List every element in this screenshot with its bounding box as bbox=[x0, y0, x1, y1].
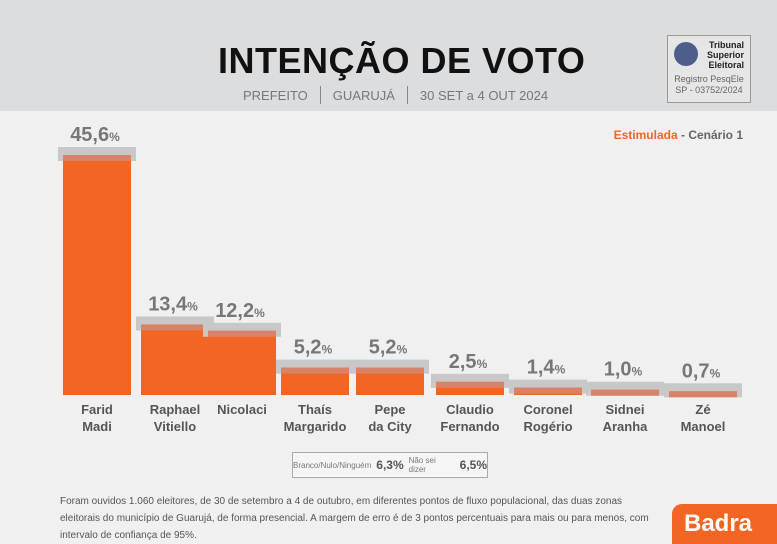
category-label: Nicolaci bbox=[217, 402, 267, 417]
data-label: 45,6% bbox=[70, 124, 120, 146]
data-label: 0,7% bbox=[682, 360, 721, 382]
divider bbox=[319, 86, 321, 104]
bar-cap bbox=[281, 367, 349, 374]
bar bbox=[141, 324, 209, 395]
category-label: Farid bbox=[81, 402, 113, 417]
city: GUARUJÁ bbox=[332, 88, 395, 103]
category-label: Fernando bbox=[440, 419, 499, 434]
scenario-type: Estimulada bbox=[613, 128, 678, 142]
category-label: Rogério bbox=[523, 419, 572, 434]
category-label: da City bbox=[368, 419, 412, 434]
category-label: Vitiello bbox=[154, 419, 196, 434]
data-label: 5,2% bbox=[294, 337, 333, 359]
category-label: Raphael bbox=[150, 402, 201, 417]
tse-name: Eleitoral bbox=[708, 60, 744, 70]
bar-cap bbox=[669, 391, 737, 398]
data-label: 2,5% bbox=[449, 351, 488, 373]
category-label: Aranha bbox=[603, 419, 649, 434]
scenario-label: Estimulada - Cenário 1 bbox=[614, 128, 743, 142]
registration-label: Registro PesqEle bbox=[674, 74, 744, 84]
data-label: 1,4% bbox=[527, 357, 566, 379]
category-label: Pepe bbox=[374, 402, 405, 417]
data-label: 13,4% bbox=[148, 293, 198, 315]
category-label: Thaís bbox=[298, 402, 332, 417]
tse-name: Tribunal bbox=[708, 40, 744, 50]
bar-cap bbox=[356, 367, 424, 374]
category-label: Zé bbox=[695, 402, 710, 417]
blank-label: Branco/Nulo/Ninguém bbox=[293, 460, 372, 470]
category-label: Sidnei bbox=[605, 402, 644, 417]
header bbox=[0, 0, 777, 111]
period: 30 SET a 4 OUT 2024 bbox=[419, 88, 549, 103]
subtitle: PREFEITO GUARUJÁ 30 SET a 4 OUT 2024 bbox=[243, 86, 549, 104]
tse-name: Superior bbox=[706, 50, 744, 60]
divider bbox=[406, 86, 408, 104]
category-label: Manoel bbox=[681, 419, 726, 434]
unsure-label: Não sei dizer bbox=[408, 456, 436, 474]
bar-cap bbox=[591, 389, 659, 396]
bar bbox=[208, 330, 276, 395]
tse-logo-icon bbox=[674, 42, 698, 66]
category-label: Coronel bbox=[523, 402, 572, 417]
scenario-name: Cenário 1 bbox=[688, 128, 743, 142]
data-label: 1,0% bbox=[604, 359, 643, 381]
office: PREFEITO bbox=[243, 88, 308, 103]
bar bbox=[63, 155, 131, 395]
category-label: Madi bbox=[82, 419, 112, 434]
bar-cap bbox=[208, 330, 276, 337]
registration-number: SP - 03752/2024 bbox=[675, 85, 743, 95]
other-responses-box: Branco/Nulo/Ninguém 6,3% Não sei dizer 6,5… bbox=[292, 452, 488, 478]
page-title: INTENÇÃO DE VOTO bbox=[218, 40, 586, 81]
tse-registration-badge: Tribunal Superior Eleitoral Registro PesqE… bbox=[667, 35, 751, 103]
data-label: 12,2% bbox=[215, 300, 265, 322]
unsure-value: 6,5% bbox=[459, 458, 487, 472]
blank-value: 6,3% bbox=[376, 458, 404, 472]
bar-cap bbox=[514, 387, 582, 394]
data-label: 5,2% bbox=[369, 337, 408, 359]
brand-logo: Badra bbox=[672, 504, 777, 544]
category-label: Margarido bbox=[284, 419, 347, 434]
bar-cap bbox=[141, 324, 209, 331]
bar-cap bbox=[63, 155, 131, 161]
methodology-note: Foram ouvidos 1.060 eleitores, de 30 de … bbox=[60, 496, 649, 541]
category-label: Claudio bbox=[446, 402, 494, 417]
bar-cap bbox=[436, 381, 504, 388]
scenario-sep: - bbox=[677, 128, 689, 142]
